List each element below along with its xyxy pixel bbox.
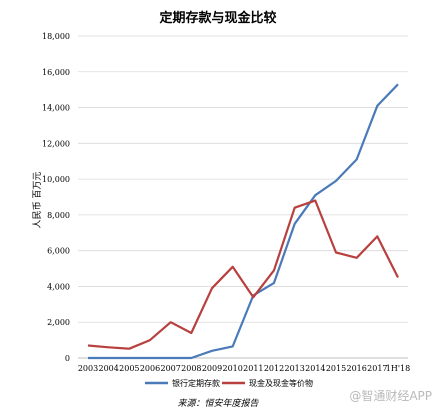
x-tick-label: 2013 <box>284 364 304 373</box>
y-tick-label: 16,000 <box>42 68 70 77</box>
legend-label-deposits: 银行定期存款 <box>172 378 220 388</box>
x-tick-label: 2009 <box>202 364 222 373</box>
y-axis-ticks: 0 2,000 4,000 6,000 8,000 10,000 12,000 14,000 1… <box>42 32 70 363</box>
y-tick-label: 6,000 <box>47 247 70 256</box>
y-tick-label: 8,000 <box>47 211 70 220</box>
x-tick-label: 1H'18 <box>386 364 410 373</box>
y-tick-label: 14,000 <box>42 104 70 113</box>
chart-title: 定期存款与现金比较 <box>158 10 276 26</box>
x-tick-label: 2003 <box>78 364 98 373</box>
x-tick-label: 2016 <box>346 364 366 373</box>
series-group <box>87 83 399 360</box>
y-tick-label: 4,000 <box>47 282 70 291</box>
y-axis-label: 人民币 百万元 <box>32 172 43 229</box>
series-line-1 <box>87 199 399 350</box>
x-tick-label: 2015 <box>326 364 346 373</box>
source-note: 来源：恒安年度报告 <box>177 398 259 409</box>
x-tick-label: 2005 <box>119 364 139 373</box>
y-tick-label: 18,000 <box>42 32 70 41</box>
x-tick-label: 2011 <box>243 364 263 373</box>
x-axis-ticks: 2003 2004 2005 2006 2007 2008 2009 2010 2011 2012… <box>78 364 410 373</box>
x-tick-label: 2010 <box>222 364 242 373</box>
y-tick-label: 0 <box>65 354 70 363</box>
y-tick-label: 10,000 <box>42 175 70 184</box>
legend: 银行定期存款 现金及现金等价物 <box>145 378 313 388</box>
x-tick-label: 2008 <box>181 364 201 373</box>
y-tick-label: 12,000 <box>42 139 70 148</box>
x-tick-label: 2012 <box>264 364 284 373</box>
legend-label-cash: 现金及现金等价物 <box>249 378 313 388</box>
watermark: @智通财经APP <box>349 388 432 403</box>
gridlines <box>78 35 408 323</box>
x-tick-label: 2017 <box>367 364 387 373</box>
y-tick-label: 2,000 <box>47 318 70 327</box>
x-tick-label: 2006 <box>140 364 160 373</box>
x-tick-label: 2007 <box>160 364 180 373</box>
x-tick-label: 2004 <box>98 364 118 373</box>
x-tick-label: 2014 <box>305 364 325 373</box>
series-line-0 <box>88 83 399 360</box>
